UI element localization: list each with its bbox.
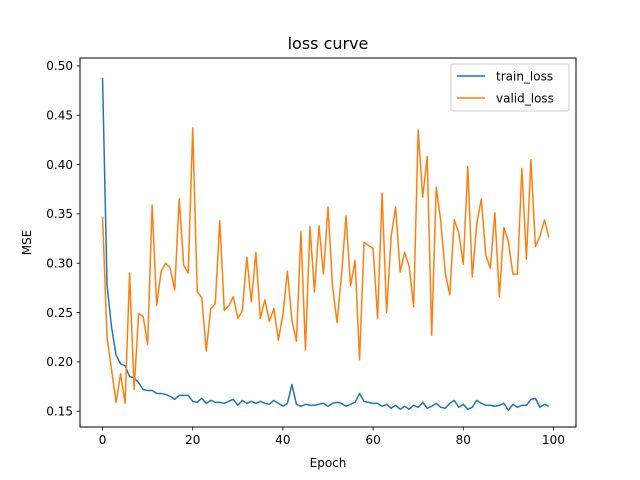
y-tick-label: 0.30	[46, 257, 73, 271]
x-tick-label: 20	[185, 433, 200, 447]
legend: train_loss valid_loss	[450, 63, 570, 112]
x-tick-label: 100	[542, 433, 565, 447]
y-tick-label: 0.50	[46, 59, 73, 73]
y-tick-label: 0.25	[46, 306, 73, 320]
axes-frame	[79, 57, 577, 428]
y-axis-label: MSE	[20, 230, 34, 256]
plot-lines-group	[101, 77, 550, 411]
y-tick-label: 0.45	[46, 109, 73, 123]
series-line-valid-loss	[101, 127, 550, 405]
chart-title: loss curve	[288, 34, 369, 53]
x-tick-label: 80	[456, 433, 471, 447]
x-axis-label: Epoch	[310, 456, 347, 470]
y-tick-label: 0.40	[46, 158, 73, 172]
x-tick-label: 60	[365, 433, 380, 447]
series-line-train-loss	[101, 77, 550, 411]
y-tick-label: 0.15	[46, 405, 73, 419]
axes-ticks-group: 0 20 40 60 80 100 0.15 0.20 0.25 0.30 0.35 0.40 0.45…	[46, 59, 565, 447]
legend-label-train-loss: train_loss	[496, 69, 553, 83]
x-tick-label: 0	[99, 433, 107, 447]
x-tick-label: 40	[275, 433, 290, 447]
legend-label-valid-loss: valid_loss	[496, 91, 554, 105]
y-tick-label: 0.20	[46, 355, 73, 369]
y-tick-label: 0.35	[46, 207, 73, 221]
